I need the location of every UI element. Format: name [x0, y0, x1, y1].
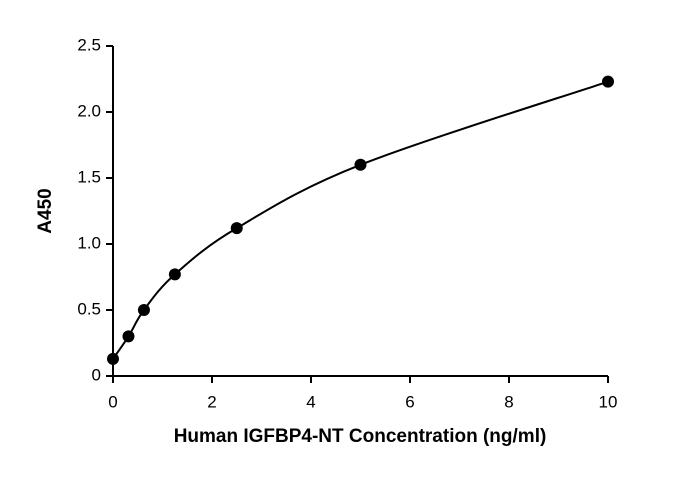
data-point: [230, 222, 243, 235]
data-point: [354, 158, 367, 171]
data-point: [122, 330, 135, 343]
x-tick-label: 10: [599, 392, 618, 411]
x-tick-label: 0: [108, 392, 117, 411]
data-point: [137, 304, 150, 316]
y-tick-label: 1.0: [77, 233, 101, 252]
x-tick-label: 2: [207, 392, 216, 411]
y-axis-title: A450: [35, 188, 56, 233]
data-point: [602, 75, 614, 88]
x-tick-label: 8: [504, 392, 513, 411]
y-tick-label: 2.0: [77, 101, 101, 120]
y-tick-label: 2.5: [77, 35, 101, 54]
x-axis-title: Human IGFBP4-NT Concentration (ng/ml): [174, 426, 547, 447]
y-tick-label: 0: [92, 365, 101, 384]
x-tick-label: 4: [306, 392, 315, 411]
data-point: [168, 268, 181, 281]
data-point: [107, 352, 119, 365]
fit-curve: [112, 80, 609, 360]
y-tick-label: 0.5: [77, 299, 101, 318]
y-tick-label: 1.5: [77, 167, 101, 186]
x-tick-label: 6: [405, 392, 414, 411]
